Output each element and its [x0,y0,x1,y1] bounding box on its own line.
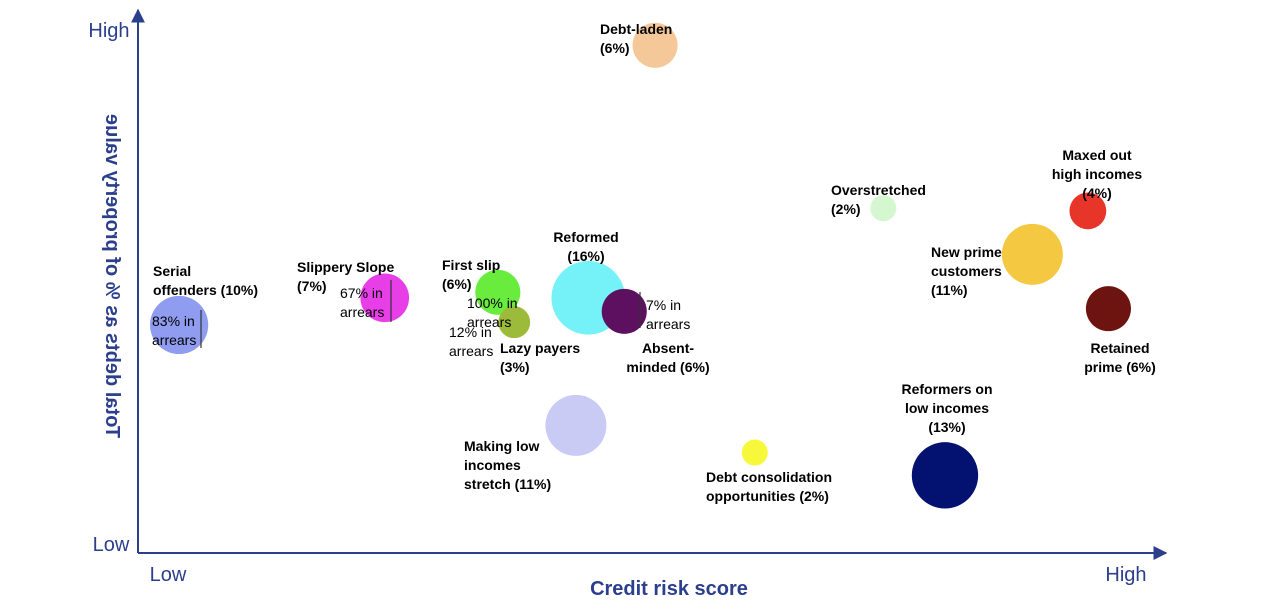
bubble-overstretched [870,195,897,222]
y-tick-high: High [88,20,129,42]
bubble-slippery-slope [360,273,410,323]
label-debt-consolidation-opportunities: Debt consolidation opportunities (2%) [706,469,832,504]
label-serial-offenders: Serial offenders (10%) [153,263,258,298]
bubble-retained-prime [1085,286,1131,332]
y-tick-low: Low [93,534,130,556]
bubble-maxed-out-high-incomes [1069,192,1107,230]
label-lazy-payers: Lazy payers (3%) [500,340,580,375]
label-retained-prime: Retained prime (6%) [1084,340,1156,375]
x-axis-title: Credit risk score [590,578,748,600]
bubble-debt-consolidation-opportunities [741,439,768,466]
x-tick-high: High [1105,564,1146,586]
arrears-note-slippery-slope: 67% in arrears [340,285,384,320]
bubble-making-low-incomes-stretch [545,394,607,456]
arrears-note-serial-offenders: 83% in arrears [152,313,196,348]
label-absent-minded: Absent-minded (6%) [626,340,709,375]
label-making-low-incomes-stretch: Making low incomes stretch (11%) [464,438,551,492]
arrears-note-lazy-payers: 12% in arrears [449,324,493,359]
label-first-slip: First slip (6%) [442,257,500,292]
x-tick-low: Low [150,564,187,586]
bubble-lazy-payers [498,306,531,339]
arrears-note-first-slip: 100% in arrears [467,295,518,330]
bubble-reformers-on-low-incomes [911,442,979,509]
label-debt-laden: Debt-laden (6%) [600,21,672,56]
bubble-first-slip [475,269,521,315]
label-new-prime-customers: New prime customers (11%) [931,244,1002,298]
bubble-absent-minded [601,288,647,334]
label-slippery-slope: Slippery Slope (7%) [297,259,394,294]
label-overstretched: Overstretched (2%) [831,182,926,217]
bubble-new-prime-customers [1001,223,1063,285]
bubble-serial-offenders [150,295,209,355]
bubbles-layer [150,22,1131,509]
arrears-note-absent-minded: 7% in arrears [646,297,690,332]
label-reformers-on-low-incomes: Reformers on low incomes (13%) [901,381,992,435]
label-maxed-out-high-incomes: Maxed out high incomes (4%) [1052,147,1142,201]
bubble-debt-laden [632,22,678,68]
y-axis-title: Total debts as % of property value [101,114,123,438]
label-reformed: Reformed (16%) [553,229,618,264]
labels-layer: Serial offenders (10%) 83% in arrears Slippe… [152,21,1156,504]
